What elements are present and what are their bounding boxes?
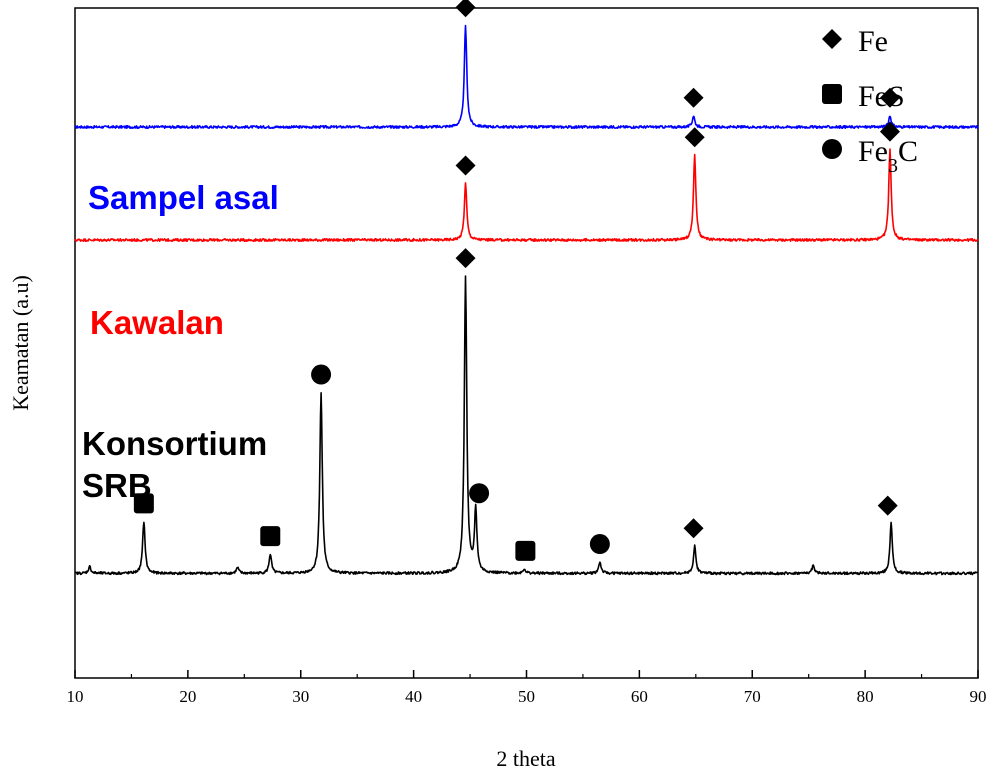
- series-label-sampel-asal: Sampel asal: [88, 179, 279, 216]
- plot-frame: [74, 7, 979, 679]
- peak-marker-fe3c: [589, 534, 610, 555]
- peak-marker-fes: [260, 526, 281, 547]
- peak-marker-fes: [515, 540, 536, 561]
- peak-marker-fe3c: [311, 364, 332, 385]
- x-tick-label-20: 20: [179, 687, 196, 706]
- peak-marker-fe: [879, 87, 900, 108]
- legend-marker-square: [822, 84, 842, 104]
- x-tick-label-10: 10: [67, 687, 84, 706]
- x-tick-label-80: 80: [857, 687, 874, 706]
- peak-marker-fes: [133, 493, 154, 514]
- x-tick-label-50: 50: [518, 687, 535, 706]
- legend-marker-circle: [822, 139, 842, 159]
- x-tick-label-30: 30: [292, 687, 309, 706]
- x-tick-label-70: 70: [744, 687, 761, 706]
- x-tick-label-90: 90: [970, 687, 987, 706]
- y-axis-title: Keamatan (a.u): [8, 275, 33, 411]
- series-line-kawalan: [74, 148, 979, 242]
- x-axis-title: 2 theta: [496, 746, 555, 771]
- legend-label: Fe3C: [858, 135, 918, 177]
- series-label-kawalan: Kawalan: [90, 304, 224, 341]
- peak-marker-fe3c: [469, 483, 490, 504]
- series-line-sampel-asal: [74, 24, 979, 129]
- peak-markers: [133, 0, 900, 561]
- peak-marker-fe: [877, 495, 898, 516]
- peak-marker-fe: [683, 518, 704, 539]
- peak-marker-fe: [683, 87, 704, 108]
- series-line-konsortium-srb: [74, 275, 979, 576]
- peak-marker-fe: [455, 248, 476, 269]
- legend-label: FeS: [858, 80, 905, 113]
- x-tick-label-60: 60: [631, 687, 648, 706]
- peak-marker-fe: [684, 127, 705, 148]
- legend: Fe FeS Fe3C: [822, 25, 918, 177]
- legend-label: Fe: [858, 25, 888, 58]
- x-tick-label-40: 40: [405, 687, 422, 706]
- legend-marker-diamond: [822, 29, 842, 49]
- x-axis-ticks: 10 20 30 40 50 60 70 80 90: [67, 670, 987, 706]
- peak-marker-fe: [455, 0, 476, 18]
- series-lines: [74, 24, 979, 576]
- series-label-konsortium-srb: Konsortium: [82, 425, 267, 462]
- peak-marker-fe: [879, 121, 900, 142]
- series-label-konsortium-srb: SRB: [82, 467, 152, 504]
- series-labels: Sampel asal Kawalan Konsortium SRB: [82, 179, 279, 504]
- peak-marker-fe: [455, 155, 476, 176]
